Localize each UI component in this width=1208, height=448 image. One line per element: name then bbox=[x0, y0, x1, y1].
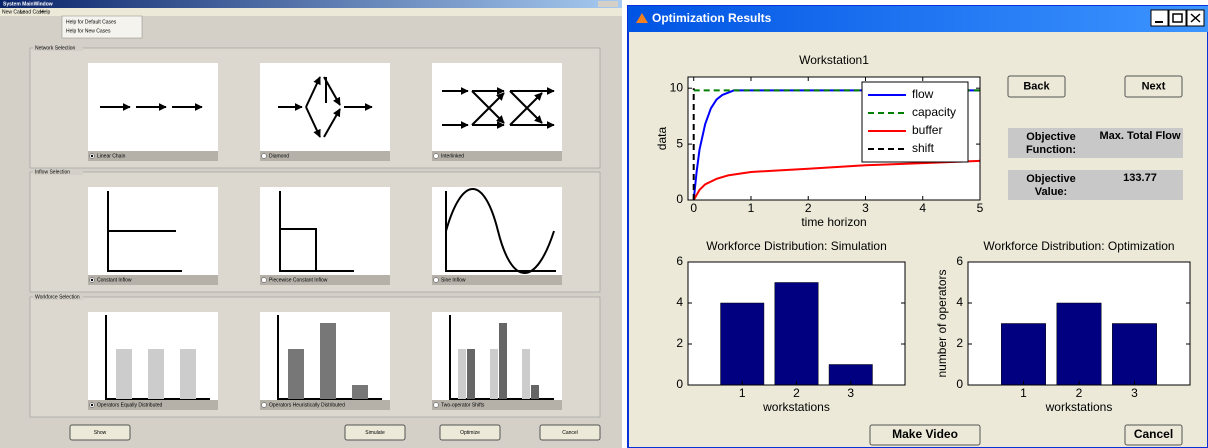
legend-label: flow bbox=[912, 87, 934, 101]
x-tick-label: 0 bbox=[690, 201, 697, 215]
radio-dot bbox=[91, 155, 93, 157]
x-tick-label: 4 bbox=[919, 201, 926, 215]
radio[interactable] bbox=[434, 403, 439, 408]
chart-title: Workforce Distribution: Optimization bbox=[983, 239, 1174, 253]
option-label: Interlinked bbox=[441, 153, 464, 159]
x-axis-label: workstations bbox=[762, 400, 830, 414]
y-tick-label: 6 bbox=[956, 254, 963, 268]
legend-label: shift bbox=[912, 141, 935, 155]
x-tick-label: 5 bbox=[977, 201, 984, 215]
x-tick-label: 2 bbox=[1076, 386, 1083, 400]
help-menu-item: Help for New Cases bbox=[66, 28, 111, 34]
y-tick-label: 2 bbox=[676, 336, 683, 350]
x-tick-label: 2 bbox=[793, 386, 800, 400]
option-label: Operators Equally Distributed bbox=[97, 402, 163, 408]
radio[interactable] bbox=[262, 403, 267, 408]
x-tick-label: 2 bbox=[805, 201, 812, 215]
next-button-label: Next bbox=[1142, 80, 1166, 92]
y-tick-label: 0 bbox=[676, 377, 683, 391]
bar bbox=[1112, 324, 1156, 386]
left-button-label: Simulate bbox=[365, 430, 385, 436]
x-tick-label: 1 bbox=[739, 386, 746, 400]
x-tick-label: 3 bbox=[847, 386, 854, 400]
y-tick-label: 0 bbox=[956, 377, 963, 391]
radio[interactable] bbox=[434, 154, 439, 159]
x-tick-label: 3 bbox=[1131, 386, 1138, 400]
left-button-label: Show bbox=[94, 430, 107, 436]
window-controls[interactable] bbox=[598, 1, 618, 7]
radio[interactable] bbox=[434, 278, 439, 283]
y-tick-label: 6 bbox=[676, 254, 683, 268]
option-label: Constant Inflow bbox=[97, 277, 132, 283]
x-tick-label: 1 bbox=[1020, 386, 1027, 400]
bar bbox=[1057, 303, 1101, 385]
chart-title: Workstation1 bbox=[799, 53, 869, 67]
menu-item: Help bbox=[40, 9, 51, 15]
help-menu-item: Help for Default Cases bbox=[66, 19, 117, 25]
option-label: Diamond bbox=[269, 153, 289, 159]
title-bar bbox=[0, 0, 622, 8]
make-video-button-label: Make Video bbox=[892, 427, 958, 441]
window-title: Optimization Results bbox=[652, 11, 772, 25]
option-label: Piecewise Constant Inflow bbox=[269, 277, 328, 283]
y-axis-label: data bbox=[655, 126, 669, 150]
x-axis-label: time horizon bbox=[801, 215, 866, 229]
bar bbox=[721, 303, 764, 385]
objective-value: 133.77 bbox=[1123, 172, 1157, 184]
radio[interactable] bbox=[262, 154, 267, 159]
y-tick-label: 0 bbox=[676, 192, 683, 206]
menu-bar bbox=[0, 8, 622, 16]
group-title: Inflow Selection bbox=[35, 169, 70, 175]
window-title: System MainWindow bbox=[3, 1, 53, 7]
y-tick-label: 5 bbox=[676, 136, 683, 150]
option-image bbox=[432, 63, 562, 151]
y-tick-label: 4 bbox=[676, 295, 683, 309]
objective-function-value: Max. Total Flow bbox=[1099, 130, 1181, 142]
legend-label: buffer bbox=[912, 123, 942, 137]
group-title: Workforce Selection bbox=[35, 294, 80, 300]
bar bbox=[1001, 324, 1045, 386]
bar bbox=[775, 283, 818, 386]
group-title: Network Selection bbox=[35, 45, 76, 51]
x-tick-label: 1 bbox=[748, 201, 755, 215]
x-tick-label: 3 bbox=[862, 201, 869, 215]
y-tick-label: 4 bbox=[956, 295, 963, 309]
y-tick-label: 2 bbox=[956, 336, 963, 350]
screen: System MainWindowNew CaseLoad CaseHelpHe… bbox=[0, 0, 1208, 448]
objective-function-label: ObjectiveFunction: bbox=[1026, 131, 1076, 156]
radio-dot bbox=[91, 279, 93, 281]
x-axis-label: workstations bbox=[1045, 400, 1113, 414]
window-controls[interactable] bbox=[1151, 10, 1204, 26]
left-button-label: Optimize bbox=[460, 430, 480, 436]
option-label: Linear Chain bbox=[97, 153, 126, 159]
radio[interactable] bbox=[262, 278, 267, 283]
radio-dot bbox=[91, 404, 93, 406]
option-label: Operators Heuristically Distributed bbox=[269, 402, 345, 408]
y-tick-label: 10 bbox=[670, 80, 684, 94]
legend-label: capacity bbox=[912, 105, 956, 119]
option-label: Two-operator Shifts bbox=[441, 402, 485, 408]
back-button-label: Back bbox=[1023, 80, 1050, 92]
y-axis-label: number of operators bbox=[935, 269, 949, 377]
option-label: Sine Inflow bbox=[441, 277, 466, 283]
chart-title: Workforce Distribution: Simulation bbox=[706, 239, 887, 253]
cancel-button-label: Cancel bbox=[1134, 427, 1173, 441]
left-button-label: Cancel bbox=[562, 430, 578, 436]
